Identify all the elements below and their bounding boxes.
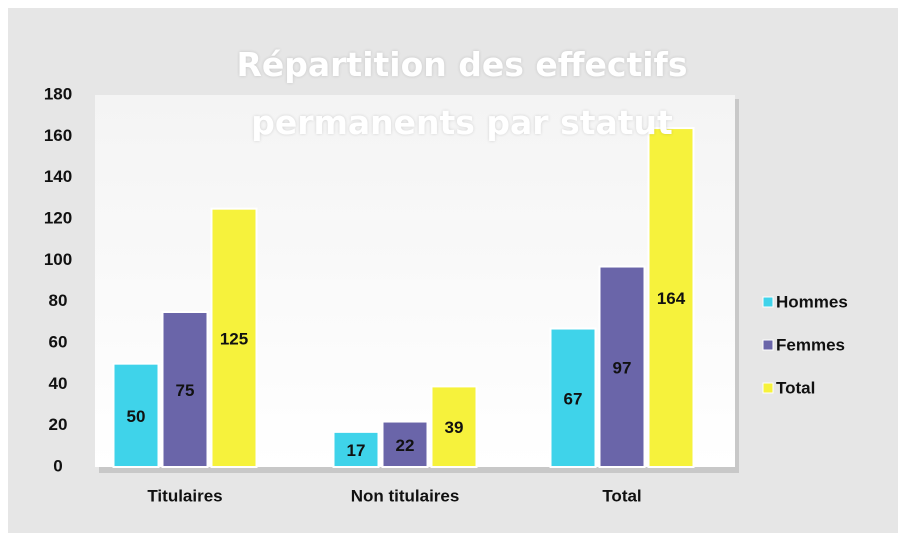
bar — [332, 430, 380, 469]
data-label: 22 — [396, 436, 415, 455]
legend-label: Total — [776, 378, 815, 397]
y-tick-label: 120 — [44, 208, 72, 227]
data-label: 50 — [127, 407, 146, 426]
y-tick-label: 160 — [44, 126, 72, 145]
bar — [112, 362, 160, 468]
x-tick-label: Titulaires — [147, 486, 222, 505]
y-tick-label: 0 — [53, 456, 62, 475]
bar — [430, 385, 478, 468]
chart-title: Répartition des effectifs permanents par… — [236, 45, 688, 142]
y-tick-label: 140 — [44, 167, 72, 186]
data-label: 164 — [657, 289, 686, 308]
bar — [381, 420, 429, 468]
bar — [647, 127, 695, 468]
bar — [210, 207, 258, 469]
legend-swatch — [762, 382, 774, 394]
y-tick-label: 80 — [49, 291, 68, 310]
data-label: 67 — [564, 389, 583, 408]
bar — [598, 265, 646, 468]
bar — [549, 327, 597, 468]
bar — [161, 311, 209, 468]
legend-swatch — [762, 339, 774, 351]
data-label: 97 — [613, 358, 632, 377]
x-tick-label: Total — [602, 486, 641, 505]
data-label: 39 — [445, 418, 464, 437]
data-label: 75 — [176, 381, 195, 400]
y-tick-label: 100 — [44, 250, 72, 269]
x-tick-label: Non titulaires — [351, 486, 460, 505]
legend-swatch — [762, 296, 774, 308]
legend-label: Hommes — [776, 292, 848, 311]
y-tick-label: 180 — [44, 84, 72, 103]
legend-label: Femmes — [776, 335, 845, 354]
y-tick-label: 20 — [49, 415, 68, 434]
data-label: 125 — [220, 329, 248, 348]
data-label: 17 — [347, 441, 366, 460]
y-tick-label: 40 — [49, 374, 68, 393]
y-tick-label: 60 — [49, 332, 68, 351]
